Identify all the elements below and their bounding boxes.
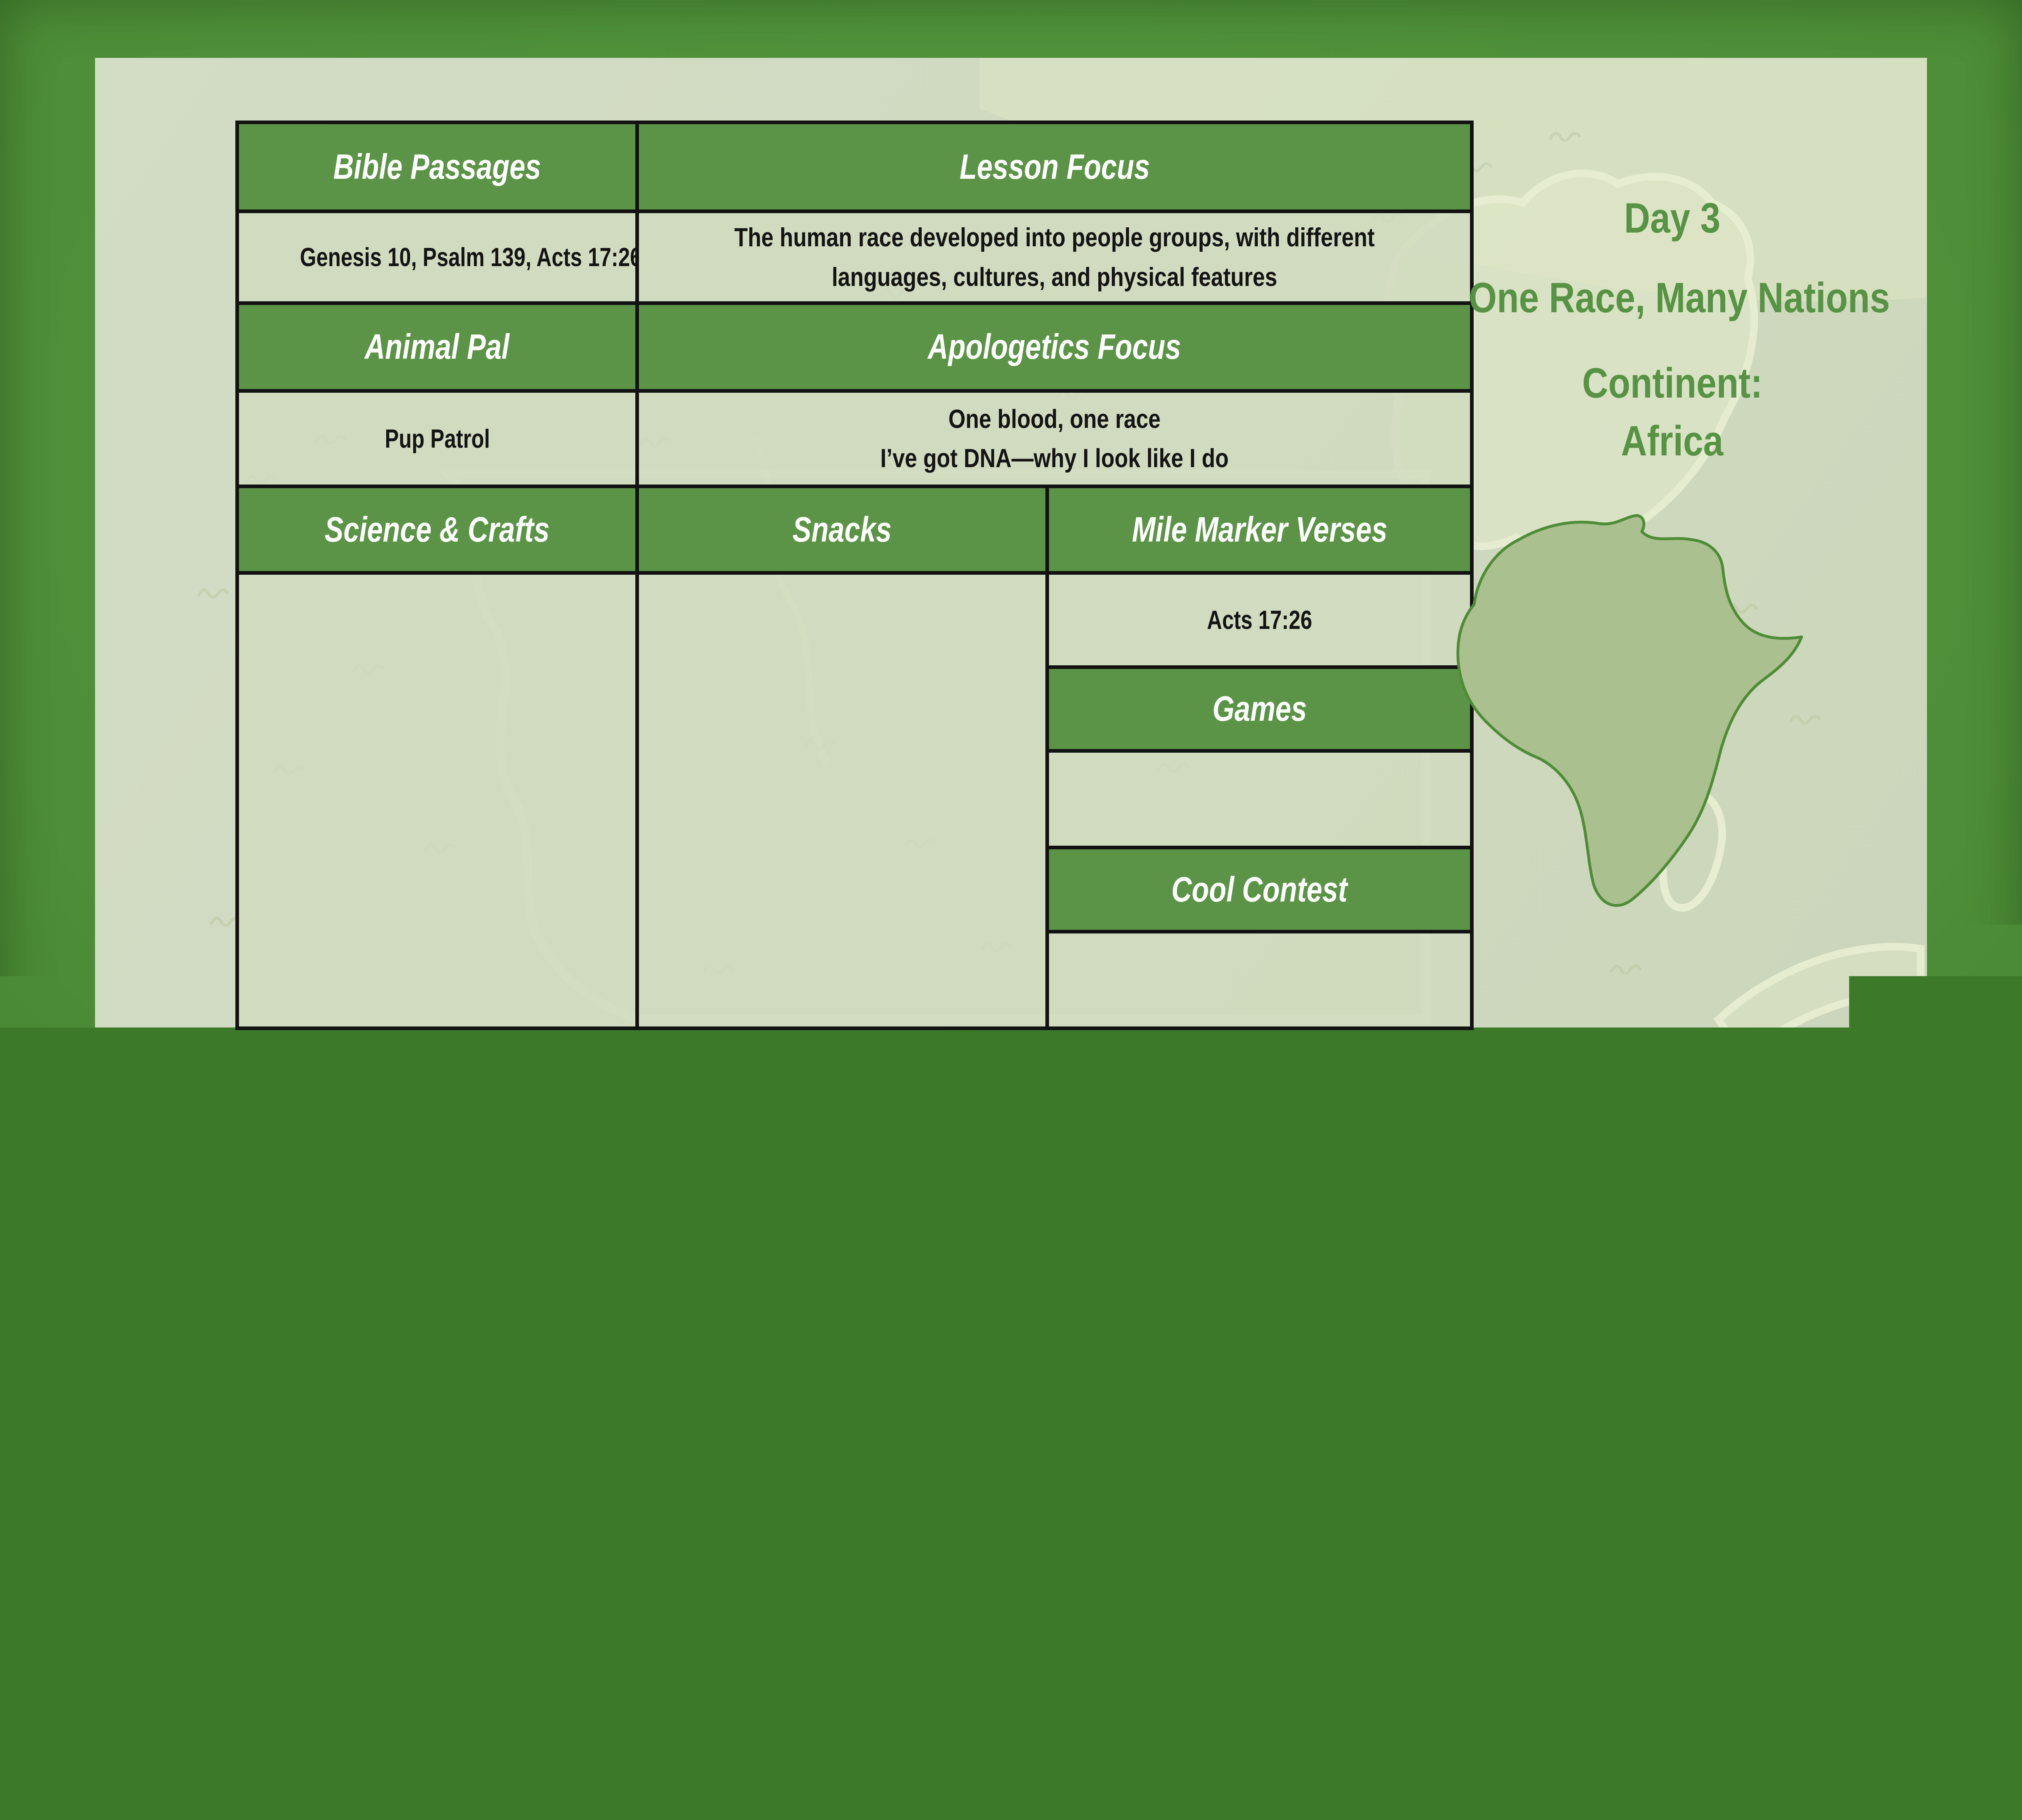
lesson-focus-line2: languages, cultures, and physical featur… (721, 257, 1388, 297)
theme-title-label: One Race, Many Nations (1469, 274, 1890, 322)
bible-passages-header-label: Bible Passages (333, 146, 541, 187)
animal-pal-value: Pup Patrol (385, 423, 490, 454)
cool-contest-header-cell: Cool Contest (1047, 848, 1472, 931)
science-crafts-cell (237, 573, 637, 1029)
day-title: Day 3 (1432, 194, 1913, 243)
apologetics-focus-header-cell: Apologetics Focus (637, 303, 1472, 391)
mile-marker-verse-value: Acts 17:26 (1207, 605, 1312, 635)
mile-marker-verses-header-cell: Mile Marker Verses (1047, 486, 1472, 573)
science-crafts-header-cell: Science & Crafts (237, 486, 637, 573)
mile-marker-verse-cell: Acts 17:26 (1047, 573, 1472, 667)
games-header-cell: Games (1047, 667, 1472, 751)
continent-name: Africa (1432, 417, 1913, 466)
animal-pal-header-label: Animal Pal (365, 326, 510, 367)
schedule-table: Bible Passages Lesson Focus Genesis 10, … (235, 121, 1474, 1030)
games-header-label: Games (1212, 688, 1307, 729)
apologetics-focus-cell: One blood, one race I’ve got DNA—why I l… (637, 391, 1472, 486)
theme-title: One Race, Many Nations (1432, 274, 1913, 322)
games-cell (1047, 751, 1472, 848)
day-title-label: Day 3 (1624, 194, 1720, 243)
lesson-focus-cell: The human race developed into people gro… (637, 212, 1472, 303)
continent-label: Continent: (1432, 359, 1913, 408)
apologetics-focus-header-label: Apologetics Focus (928, 326, 1181, 367)
continent-name-text: Africa (1621, 417, 1724, 466)
apologetics-line2: I’ve got DNA—why I look like I do (721, 438, 1388, 478)
africa-continent-icon (1446, 498, 1810, 945)
cool-contest-header-label: Cool Contest (1172, 869, 1348, 910)
animal-pal-cell: Pup Patrol (237, 391, 637, 486)
lesson-focus-line1: The human race developed into people gro… (721, 218, 1388, 257)
apologetics-line1: One blood, one race (721, 399, 1388, 439)
snacks-cell (637, 573, 1047, 1029)
animal-pal-header-cell: Animal Pal (237, 303, 637, 391)
bible-passages-header-cell: Bible Passages (237, 123, 637, 212)
lesson-focus-header-label: Lesson Focus (959, 146, 1150, 187)
africa-continent-shape (1458, 516, 1802, 906)
cool-contest-cell (1047, 931, 1472, 1029)
lesson-focus-header-cell: Lesson Focus (637, 123, 1472, 212)
slide-background: Bible Passages Lesson Focus Genesis 10, … (0, 0, 2022, 1138)
bible-passages-value: Genesis 10, Psalm 139, Acts 17:26 (300, 242, 637, 272)
mile-marker-verses-header-label: Mile Marker Verses (1132, 509, 1387, 550)
snacks-header-cell: Snacks (637, 486, 1047, 573)
bible-passages-cell: Genesis 10, Psalm 139, Acts 17:26 (237, 212, 637, 303)
science-crafts-header-label: Science & Crafts (325, 509, 550, 550)
snacks-header-label: Snacks (793, 509, 892, 550)
continent-label-text: Continent: (1582, 359, 1762, 408)
